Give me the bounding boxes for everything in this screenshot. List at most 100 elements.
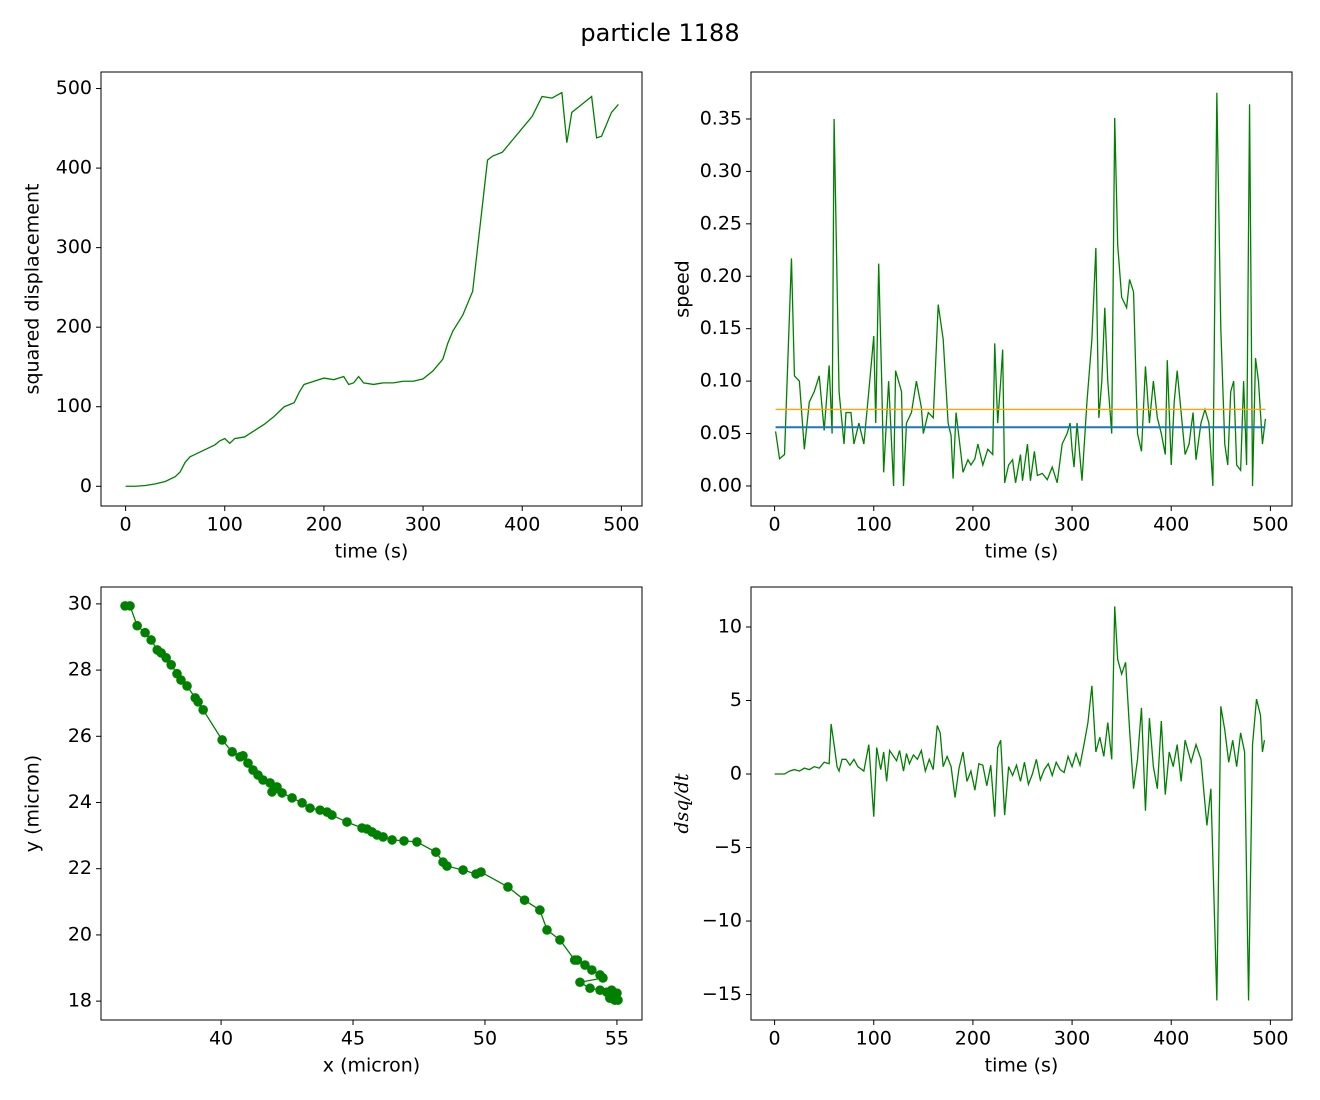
x-tick-label: 45 bbox=[341, 1028, 365, 1050]
x-tick-label: 200 bbox=[955, 514, 991, 536]
data-point bbox=[305, 803, 315, 813]
y-tick-label: 0.30 bbox=[700, 160, 742, 182]
y-tick-label: −5 bbox=[714, 836, 742, 858]
data-point bbox=[243, 758, 253, 768]
data-point bbox=[342, 817, 352, 827]
data-point bbox=[580, 960, 590, 970]
y-tick-label: 5 bbox=[730, 689, 742, 711]
y-tick-label: 100 bbox=[56, 395, 92, 417]
y-tick-label: 24 bbox=[68, 791, 92, 813]
data-point bbox=[198, 705, 208, 715]
data-point bbox=[598, 973, 608, 983]
y-tick-label: −15 bbox=[702, 983, 742, 1005]
x-axis-label: time (s) bbox=[985, 1055, 1059, 1077]
y-tick-label: 0 bbox=[730, 763, 742, 785]
data-point bbox=[193, 697, 203, 707]
data-point bbox=[458, 865, 468, 875]
y-tick-label: 200 bbox=[56, 316, 92, 338]
data-point bbox=[140, 627, 150, 638]
data-point bbox=[378, 832, 388, 842]
data-point bbox=[277, 788, 287, 798]
axes-frame bbox=[100, 71, 643, 507]
x-tick-label: 400 bbox=[1153, 514, 1189, 536]
x-tick-label: 200 bbox=[955, 1028, 991, 1050]
data-point bbox=[613, 995, 623, 1005]
y-tick-label: 22 bbox=[68, 857, 92, 879]
x-tick-label: 100 bbox=[207, 514, 243, 536]
data-point bbox=[227, 747, 237, 757]
y-tick-label: 0.25 bbox=[700, 212, 742, 234]
data-point bbox=[587, 965, 597, 975]
y-tick-label: −10 bbox=[702, 910, 742, 932]
y-tick-label: 26 bbox=[68, 725, 92, 747]
data-point bbox=[132, 620, 142, 631]
data-point bbox=[476, 867, 486, 877]
x-axis-label: time (s) bbox=[335, 541, 409, 563]
y-tick-label: 0.20 bbox=[700, 265, 742, 287]
x-tick-label: 0 bbox=[769, 1028, 781, 1050]
data-point bbox=[297, 798, 307, 808]
data-point bbox=[387, 835, 397, 845]
data-point bbox=[217, 735, 227, 745]
y-tick-label: 300 bbox=[56, 236, 92, 258]
x-axis-label: time (s) bbox=[985, 541, 1059, 563]
x-tick-label: 100 bbox=[856, 514, 892, 536]
data-line bbox=[774, 92, 1267, 487]
data-point bbox=[176, 675, 186, 685]
axes-frame bbox=[750, 71, 1293, 507]
data-point bbox=[542, 925, 552, 935]
x-tick-label: 300 bbox=[1054, 1028, 1090, 1050]
y-tick-label: 0.35 bbox=[700, 107, 742, 129]
x-tick-label: 200 bbox=[306, 514, 342, 536]
data-point bbox=[535, 905, 545, 915]
axes-frame bbox=[100, 586, 643, 1021]
y-tick-label: 400 bbox=[56, 157, 92, 179]
data-point bbox=[572, 955, 583, 965]
x-tick-label: 300 bbox=[1054, 514, 1090, 536]
x-tick-label: 500 bbox=[1252, 1028, 1288, 1050]
data-point bbox=[431, 847, 441, 857]
y-tick-label: 500 bbox=[56, 77, 92, 99]
data-line bbox=[125, 605, 619, 1001]
data-point bbox=[267, 787, 277, 797]
data-point bbox=[182, 681, 192, 691]
x-tick-label: 100 bbox=[856, 1028, 892, 1050]
x-tick-label: 500 bbox=[603, 514, 639, 536]
y-axis-label: speed bbox=[672, 260, 694, 317]
y-tick-label: 0.15 bbox=[700, 317, 742, 339]
data-line bbox=[125, 91, 619, 487]
y-tick-label: 0.05 bbox=[700, 422, 742, 444]
y-tick-label: 0.10 bbox=[700, 370, 742, 392]
x-tick-label: 500 bbox=[1252, 514, 1288, 536]
data-point bbox=[125, 601, 135, 611]
data-point bbox=[575, 977, 585, 988]
data-point bbox=[238, 751, 248, 761]
x-tick-label: 0 bbox=[120, 514, 132, 536]
y-axis-label: dsq/dt bbox=[671, 773, 693, 834]
data-point bbox=[503, 882, 513, 892]
y-tick-label: 20 bbox=[68, 923, 92, 945]
y-tick-label: 30 bbox=[68, 592, 92, 614]
data-point bbox=[287, 793, 297, 803]
y-tick-label: 10 bbox=[718, 615, 742, 637]
x-tick-label: 55 bbox=[605, 1028, 629, 1050]
axes-frame bbox=[750, 586, 1293, 1021]
x-tick-label: 40 bbox=[209, 1028, 233, 1050]
y-tick-label: 18 bbox=[68, 990, 92, 1012]
data-point bbox=[412, 837, 422, 847]
x-tick-label: 400 bbox=[504, 514, 540, 536]
data-point bbox=[519, 895, 530, 905]
data-point bbox=[555, 935, 565, 945]
y-axis-label: y (micron) bbox=[22, 755, 44, 852]
y-axis-label: squared displacement bbox=[22, 184, 44, 395]
data-point bbox=[166, 659, 176, 670]
data-point bbox=[327, 810, 337, 820]
data-point bbox=[399, 836, 409, 846]
y-tick-label: 0.00 bbox=[700, 474, 742, 496]
data-point bbox=[146, 635, 156, 645]
x-tick-label: 50 bbox=[473, 1028, 497, 1050]
x-tick-label: 300 bbox=[405, 514, 441, 536]
x-tick-label: 0 bbox=[769, 514, 781, 536]
figure-title: particle 1188 bbox=[580, 19, 739, 47]
data-point bbox=[442, 861, 452, 871]
